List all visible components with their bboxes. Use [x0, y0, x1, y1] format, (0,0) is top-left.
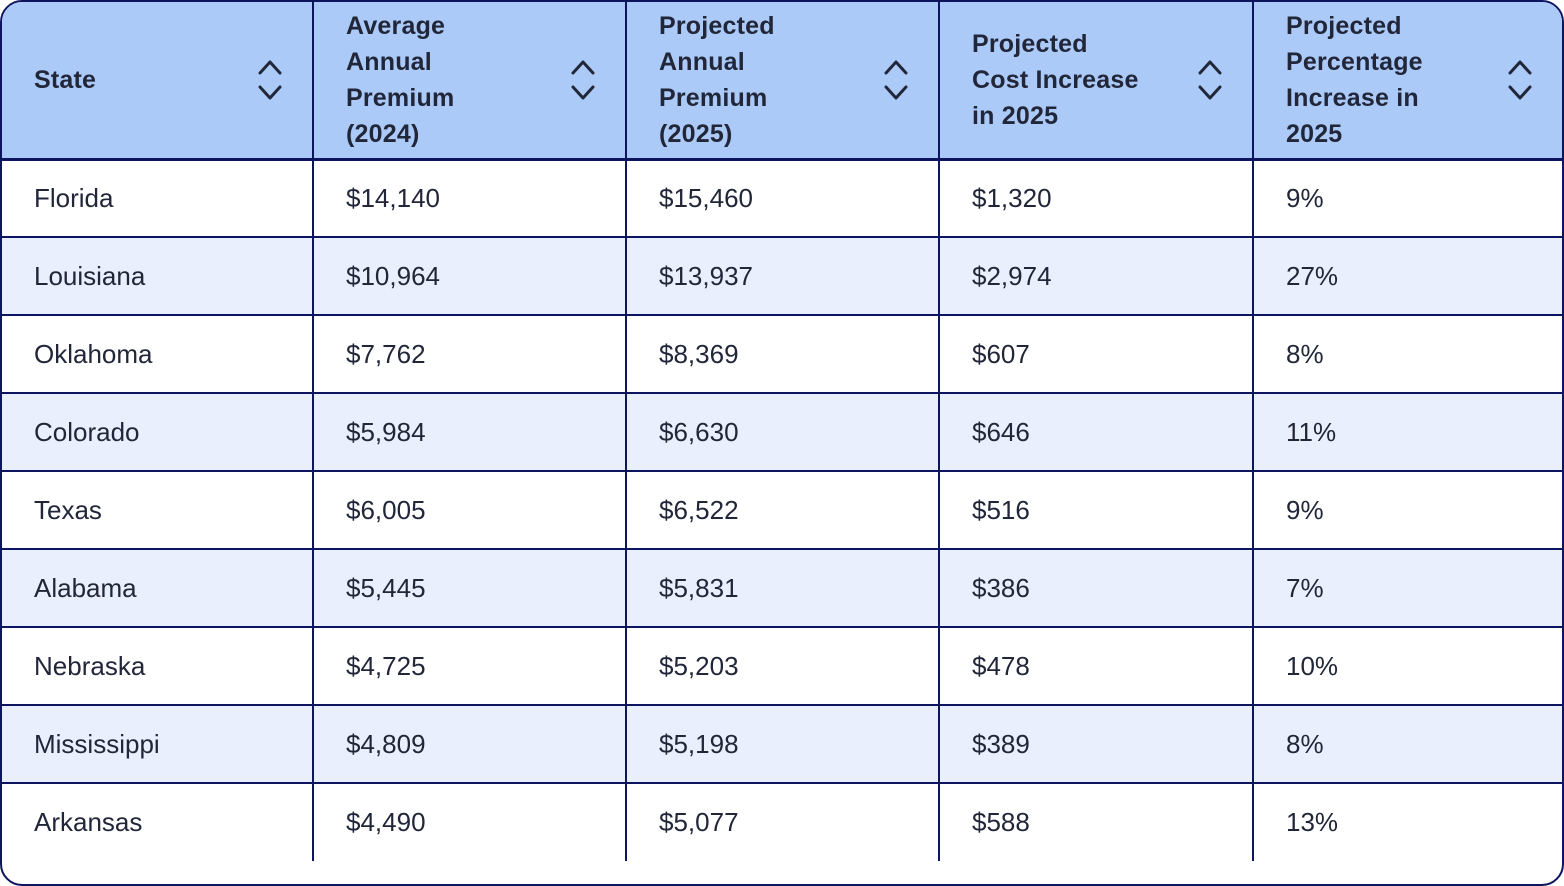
- cell-percentage-increase-2025: 11%: [1252, 392, 1562, 471]
- cell-premium-2024: $5,984: [312, 392, 626, 471]
- cell-premium-2024: $10,964: [312, 236, 626, 315]
- table-row: Colorado $5,984 $6,630 $646 11%: [2, 392, 1562, 471]
- cell-state: Florida: [2, 158, 313, 237]
- cell-cost-increase-2025: $386: [938, 548, 1253, 627]
- cell-premium-2024: $4,490: [312, 782, 626, 861]
- cell-percentage-increase-2025: 7%: [1252, 548, 1562, 627]
- cell-state: Mississippi: [2, 704, 313, 783]
- chevron-down-icon: [571, 85, 595, 100]
- cell-premium-2025: $6,522: [625, 470, 939, 549]
- chevron-down-icon: [258, 85, 282, 100]
- cell-state: Louisiana: [2, 236, 313, 315]
- cell-premium-2025: $8,369: [625, 314, 939, 393]
- cell-cost-increase-2025: $646: [938, 392, 1253, 471]
- chevron-down-icon: [1508, 85, 1532, 100]
- column-header-state[interactable]: State: [2, 2, 313, 161]
- chevron-up-icon[interactable]: [882, 54, 910, 106]
- cell-percentage-increase-2025: 8%: [1252, 704, 1562, 783]
- chevron-up-icon[interactable]: [569, 54, 597, 106]
- column-header-percentage-increase-2025[interactable]: Projected Percentage Increase in 2025: [1252, 2, 1562, 161]
- column-header-cost-increase-2025[interactable]: Projected Cost Increase in 2025: [938, 2, 1253, 161]
- cell-premium-2025: $6,630: [625, 392, 939, 471]
- table-row: Arkansas $4,490 $5,077 $588 13%: [2, 782, 1562, 861]
- sort-control[interactable]: [256, 54, 284, 106]
- column-header-premium-2025[interactable]: Projected Annual Premium (2025): [625, 2, 939, 161]
- cell-percentage-increase-2025: 9%: [1252, 158, 1562, 237]
- chevron-down-icon: [884, 85, 908, 100]
- cell-state: Colorado: [2, 392, 313, 471]
- cell-state: Texas: [2, 470, 313, 549]
- column-header-label: Average Annual Premium (2024): [346, 11, 455, 148]
- table-row: Nebraska $4,725 $5,203 $478 10%: [2, 626, 1562, 705]
- cell-percentage-increase-2025: 13%: [1252, 782, 1562, 861]
- cell-cost-increase-2025: $1,320: [938, 158, 1253, 237]
- table-row: Mississippi $4,809 $5,198 $389 8%: [2, 704, 1562, 783]
- chevron-down-icon: [1198, 85, 1222, 100]
- cell-state: Nebraska: [2, 626, 313, 705]
- cell-cost-increase-2025: $588: [938, 782, 1253, 861]
- cell-cost-increase-2025: $2,974: [938, 236, 1253, 315]
- table-row: Louisiana $10,964 $13,937 $2,974 27%: [2, 236, 1562, 315]
- cell-percentage-increase-2025: 10%: [1252, 626, 1562, 705]
- cell-percentage-increase-2025: 27%: [1252, 236, 1562, 315]
- table-body: Florida $14,140 $15,460 $1,320 9% Louisiana $1…: [2, 158, 1562, 861]
- cell-premium-2025: $13,937: [625, 236, 939, 315]
- cell-premium-2024: $14,140: [312, 158, 626, 237]
- cell-premium-2025: $5,203: [625, 626, 939, 705]
- column-header-label: Projected Annual Premium (2025): [659, 11, 775, 148]
- column-header-label: Projected Cost Increase in 2025: [972, 29, 1139, 130]
- cell-percentage-increase-2025: 9%: [1252, 470, 1562, 549]
- header-row: State Average Annual Premium (2024): [2, 2, 1562, 161]
- table-row: Oklahoma $7,762 $8,369 $607 8%: [2, 314, 1562, 393]
- cell-cost-increase-2025: $516: [938, 470, 1253, 549]
- cell-premium-2025: $5,198: [625, 704, 939, 783]
- sort-control[interactable]: [882, 54, 910, 106]
- cell-state: Oklahoma: [2, 314, 313, 393]
- chevron-up-icon[interactable]: [256, 54, 284, 106]
- column-header-label: Projected Percentage Increase in 2025: [1286, 11, 1423, 148]
- column-header-premium-2024[interactable]: Average Annual Premium (2024): [312, 2, 626, 161]
- cell-cost-increase-2025: $607: [938, 314, 1253, 393]
- sort-control[interactable]: [569, 54, 597, 106]
- column-header-label: State: [34, 65, 97, 94]
- premiums-table: State Average Annual Premium (2024): [2, 2, 1562, 861]
- table-row: Florida $14,140 $15,460 $1,320 9%: [2, 158, 1562, 237]
- table-row: Alabama $5,445 $5,831 $386 7%: [2, 548, 1562, 627]
- cell-premium-2024: $4,809: [312, 704, 626, 783]
- cell-premium-2025: $5,077: [625, 782, 939, 861]
- cell-cost-increase-2025: $478: [938, 626, 1253, 705]
- cell-premium-2024: $4,725: [312, 626, 626, 705]
- sort-control[interactable]: [1196, 54, 1224, 106]
- sort-control[interactable]: [1506, 54, 1534, 106]
- chevron-up-icon[interactable]: [1506, 54, 1534, 106]
- cell-premium-2024: $5,445: [312, 548, 626, 627]
- cell-premium-2024: $7,762: [312, 314, 626, 393]
- cell-premium-2025: $5,831: [625, 548, 939, 627]
- cell-cost-increase-2025: $389: [938, 704, 1253, 783]
- cell-state: Alabama: [2, 548, 313, 627]
- cell-premium-2024: $6,005: [312, 470, 626, 549]
- cell-state: Arkansas: [2, 782, 313, 861]
- cell-percentage-increase-2025: 8%: [1252, 314, 1562, 393]
- table-row: Texas $6,005 $6,522 $516 9%: [2, 470, 1562, 549]
- cell-premium-2025: $15,460: [625, 158, 939, 237]
- chevron-up-icon[interactable]: [1196, 54, 1224, 106]
